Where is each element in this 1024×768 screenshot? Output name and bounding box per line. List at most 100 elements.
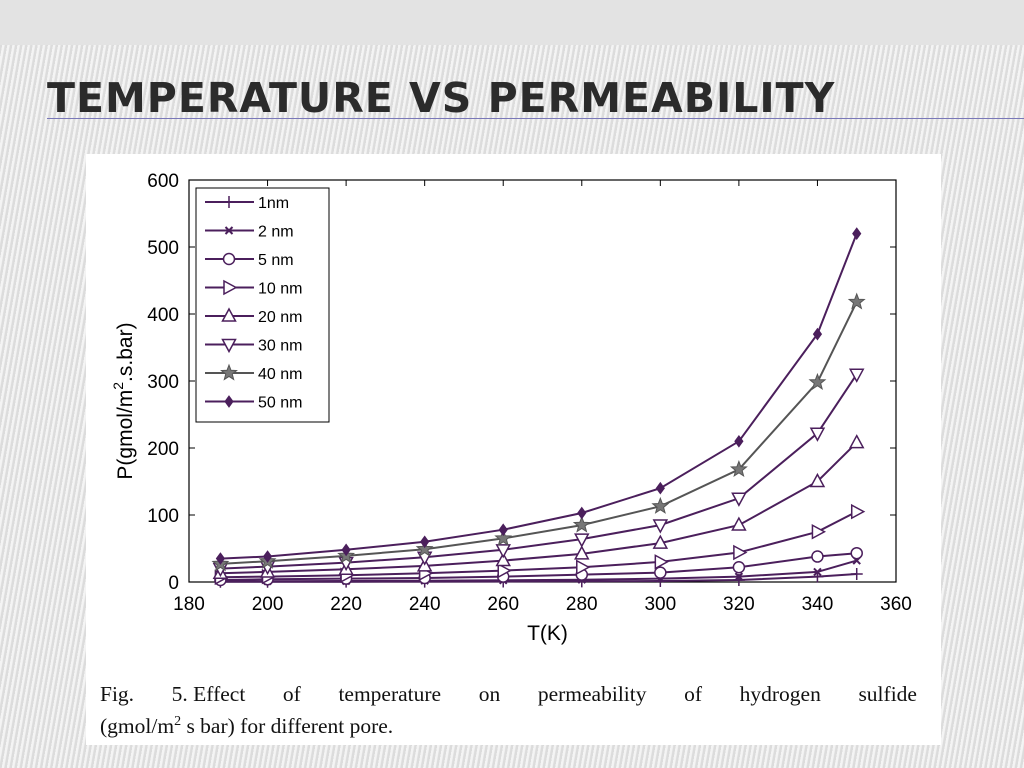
legend-label: 2 nm [258,224,294,241]
data-point [852,227,862,240]
data-point [733,544,748,561]
data-point [731,492,747,507]
legend-marker [221,307,237,322]
legend: 1nm 2 nm 5 nm 10 nm 20 nm 30 nm 40 nm 50 nm [195,187,330,423]
caption-word: hydrogen [739,682,821,706]
data-point [850,567,863,580]
title-underline [47,118,1024,119]
caption-word: 5. Effect [171,682,246,706]
x-tick-label: 260 [487,594,519,615]
x-tick-label: 220 [330,594,362,615]
caption-word: permeability [537,682,647,706]
x-tick-label: 360 [880,594,912,615]
data-point [809,472,826,488]
caption-word: of [684,682,703,706]
legend-label: 20 nm [258,309,302,326]
data-point [497,562,512,579]
series-line [220,552,857,581]
y-tick-label: 100 [147,506,179,527]
x-tick-label: 180 [173,594,205,615]
legend-marker [221,338,237,354]
caption-unit-prefix: (gmol/m [100,714,175,738]
legend-label: 50 nm [258,395,302,412]
data-point [652,519,669,534]
data-point [732,561,746,574]
data-point [574,533,590,548]
caption-word: Fig. [100,682,135,706]
caption-word: of [282,682,301,706]
data-point [341,543,351,557]
series-5nm [214,546,863,587]
y-tick-label: 500 [147,238,179,259]
legend-label: 40 nm [258,366,302,383]
data-point [811,523,827,540]
data-point [420,535,430,549]
data-point [576,559,591,576]
data-point [494,529,513,547]
data-point [262,550,273,563]
series-line [220,373,858,570]
data-point [572,515,591,533]
data-point [850,503,866,520]
series-line [220,441,858,575]
legend-marker [223,279,238,296]
legend-label: 1nm [258,195,289,212]
caption-word: sulfide [858,682,917,706]
data-point [577,506,587,520]
data-point [654,566,667,579]
caption-unit-suffix: s bar) for different pore. [181,714,394,738]
caption-word: on [478,682,501,706]
x-tick-label: 240 [409,594,441,615]
data-point [850,546,863,560]
data-point [215,552,226,565]
data-point [848,368,865,383]
legend-label: 10 nm [258,281,302,298]
x-tick-label: 280 [566,594,598,615]
legend-marker [223,196,235,208]
y-tick-label: 300 [147,372,179,393]
y-tick-label: 600 [147,171,179,192]
data-point [654,554,669,570]
series-20nm [212,434,865,580]
slide-title: TEMPERATURE VS PERMEABILITY [47,74,836,122]
data-point [734,434,744,448]
series-line [220,510,858,579]
data-point [809,427,826,442]
figure-caption: Fig. 5. Effect of temperature on permeability… [100,678,917,742]
y-tick-label: 400 [147,305,179,326]
data-point [415,539,434,557]
data-point [574,545,590,560]
series-line [220,233,858,560]
x-tick-label: 200 [252,594,284,615]
series-50nm [215,227,862,565]
data-point [848,434,865,449]
x-tick-label: 340 [802,594,834,615]
slide-top-band [0,0,1024,45]
data-point [495,551,511,567]
x-tick-label: 320 [723,594,755,615]
caption-unit-exponent: 2 [174,713,182,729]
data-point [731,516,747,531]
caption-word: temperature [338,682,442,706]
data-point [651,496,670,514]
data-point [729,460,748,478]
series-line [220,559,857,583]
data-point [655,481,665,495]
series-40nm [211,292,866,572]
data-point [498,523,508,537]
caption-line-1: Fig. 5. Effect of temperature on permeability… [100,678,917,710]
data-point [734,572,744,581]
data-point [495,544,511,559]
legend-label: 30 nm [258,338,302,355]
data-point [811,550,824,563]
caption-line-2: (gmol/m2 s bar) for different pore. [100,710,917,742]
data-point [812,327,823,341]
x-tick-label: 300 [644,594,676,615]
legend-marker [224,395,234,408]
data-point [808,372,827,390]
y-axis-label: P(gmol/m2.s.bar) [110,322,137,479]
data-point [652,534,669,549]
legend-marker [222,252,236,266]
data-point [847,292,866,310]
data-point [813,567,822,577]
